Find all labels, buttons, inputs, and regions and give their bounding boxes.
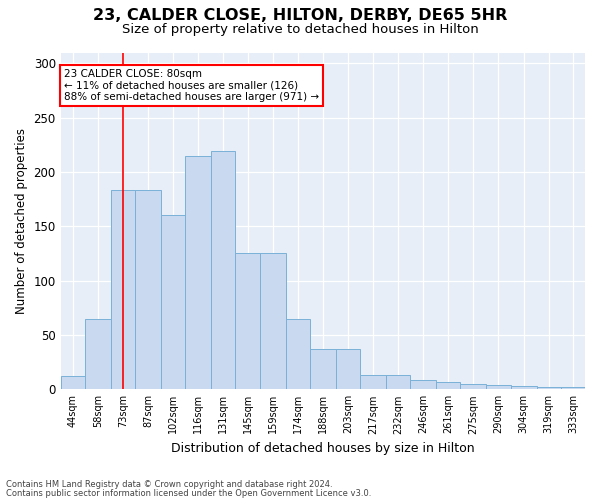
Bar [436,382,460,390]
Bar [235,254,260,390]
Text: Contains HM Land Registry data © Crown copyright and database right 2024.: Contains HM Land Registry data © Crown c… [6,480,332,489]
Bar [161,216,185,390]
Bar [61,376,85,390]
Bar [310,349,336,390]
Bar [386,375,410,390]
Bar [111,190,135,390]
Text: 23, CALDER CLOSE, HILTON, DERBY, DE65 5HR: 23, CALDER CLOSE, HILTON, DERBY, DE65 5H… [93,8,507,22]
Bar [511,386,536,390]
Bar [185,156,211,390]
Bar [135,190,161,390]
Bar [536,387,561,390]
X-axis label: Distribution of detached houses by size in Hilton: Distribution of detached houses by size … [171,442,475,455]
Bar [360,375,386,390]
Bar [286,318,310,390]
Bar [561,387,585,390]
Bar [336,349,360,390]
Bar [410,380,436,390]
Bar [460,384,487,390]
Bar [85,318,111,390]
Text: Contains public sector information licensed under the Open Government Licence v3: Contains public sector information licen… [6,488,371,498]
Y-axis label: Number of detached properties: Number of detached properties [15,128,28,314]
Bar [260,254,286,390]
Text: Size of property relative to detached houses in Hilton: Size of property relative to detached ho… [122,22,478,36]
Bar [487,385,511,390]
Bar [211,152,235,390]
Text: 23 CALDER CLOSE: 80sqm
← 11% of detached houses are smaller (126)
88% of semi-de: 23 CALDER CLOSE: 80sqm ← 11% of detached… [64,69,319,102]
